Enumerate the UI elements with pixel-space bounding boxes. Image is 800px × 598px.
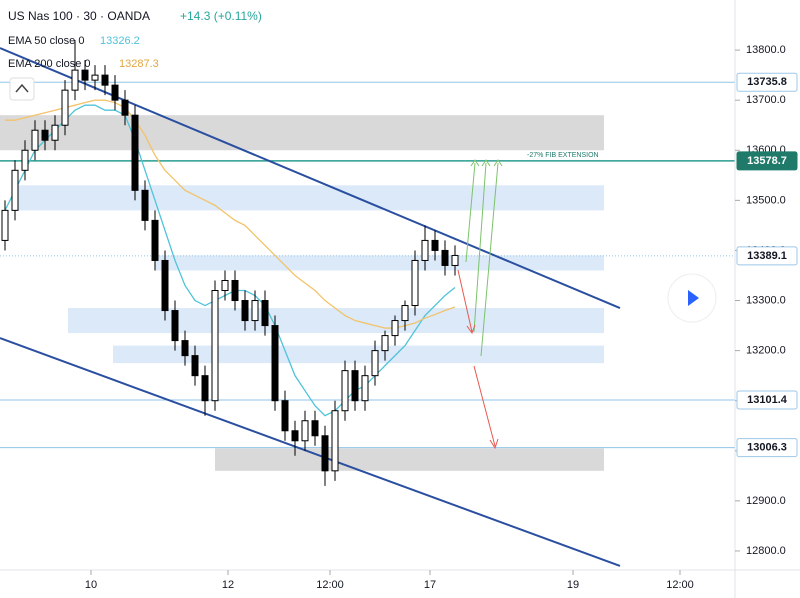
candle-body (301, 420, 309, 442)
level-label: 13578.7 (747, 155, 787, 167)
ema-line (4, 104, 456, 417)
candle-body (71, 69, 79, 91)
candle-body (241, 300, 249, 322)
candle-body (341, 370, 349, 412)
fib-label: -27% FIB EXTENSION (527, 152, 599, 159)
candle-body (181, 340, 189, 357)
candle-body (251, 300, 259, 322)
trendline (0, 337, 621, 567)
level-label: 13389.1 (747, 250, 787, 262)
level-label: 13006.3 (747, 442, 787, 454)
candle-body (311, 420, 319, 437)
candle-body (91, 74, 99, 81)
candle-body (431, 239, 439, 251)
indicator-value: 13326.2 (100, 35, 140, 47)
candle-body (1, 209, 9, 241)
candle-body (211, 290, 219, 402)
candle-body (281, 400, 289, 432)
candle-body (371, 350, 379, 377)
candle-body (31, 129, 39, 151)
candle-body (381, 335, 389, 352)
candle-body (51, 124, 59, 141)
x-tick-label: 12 (222, 579, 234, 591)
candle-body (361, 375, 369, 402)
zone (68, 308, 604, 334)
x-tick-label: 17 (424, 579, 436, 591)
y-tick-label: 13500.0 (746, 194, 786, 206)
x-tick-label: 19 (567, 579, 579, 591)
x-tick-label: 12:00 (316, 579, 344, 591)
candle-body (391, 320, 399, 337)
level-tag (736, 151, 798, 171)
candle-body (121, 99, 129, 116)
level-tag (736, 246, 798, 266)
candle-body (351, 370, 359, 402)
candle-body (21, 149, 29, 171)
y-tick-label: 13800.0 (746, 44, 786, 56)
zone (15, 185, 604, 211)
zone (155, 255, 604, 271)
y-tick-label: 12800.0 (746, 545, 786, 557)
level-label: 13735.8 (747, 76, 787, 88)
level-label: 13101.4 (747, 394, 788, 406)
candle-body (401, 305, 409, 322)
projection-arrows (457, 159, 503, 450)
chart-title: US Nas 100 · 30 · OANDA (8, 9, 150, 23)
level-tag (736, 390, 798, 410)
x-tick-label: 10 (85, 579, 97, 591)
candle-body (271, 325, 279, 402)
candle-body (131, 114, 139, 191)
y-tick-label: 12900.0 (746, 495, 786, 507)
candle-body (81, 69, 89, 81)
candle-body (231, 279, 239, 302)
indicator-name: EMA 200 close 0 (8, 58, 91, 70)
candle-body (151, 219, 159, 261)
candle-body (161, 259, 169, 312)
plot-area: -27% FIB EXTENSION (0, 40, 735, 567)
y-tick-label: 13700.0 (746, 94, 786, 106)
change: +14.3 (+0.11%) (180, 9, 262, 23)
candle-body (11, 169, 19, 211)
candle-body (411, 259, 419, 307)
candle-body (171, 310, 179, 342)
y-tick-label: 13200.0 (746, 345, 786, 357)
candle-body (191, 355, 199, 377)
candle-body (321, 435, 329, 472)
x-tick-label: 12:00 (666, 579, 694, 591)
candle-body (221, 279, 229, 292)
zone (0, 115, 604, 151)
candle-body (141, 189, 149, 221)
candle-body (441, 249, 449, 266)
level-tag (736, 438, 798, 458)
candle-body (61, 89, 69, 126)
candle-body (41, 129, 49, 141)
trendline (0, 47, 621, 309)
candle-body (111, 84, 119, 101)
candle-body (261, 300, 269, 327)
candle-body (101, 74, 109, 86)
candle-body (291, 430, 299, 442)
play-button[interactable] (667, 273, 717, 323)
indicator-name: EMA 50 close 0 (8, 35, 84, 47)
y-tick-label: 13300.0 (746, 294, 786, 306)
level-tag (736, 72, 798, 92)
candle-body (201, 375, 209, 402)
candle-body (331, 410, 339, 472)
candle-body (451, 254, 459, 266)
candle-body (421, 239, 429, 261)
zone (215, 448, 604, 471)
nav-button[interactable] (9, 77, 35, 101)
indicator-value: 13287.3 (119, 58, 159, 70)
ema-line (5, 99, 456, 329)
